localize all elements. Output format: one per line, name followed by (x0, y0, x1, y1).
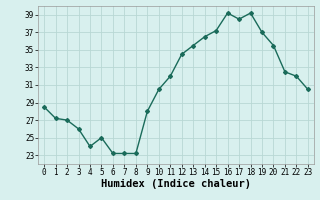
X-axis label: Humidex (Indice chaleur): Humidex (Indice chaleur) (101, 179, 251, 189)
